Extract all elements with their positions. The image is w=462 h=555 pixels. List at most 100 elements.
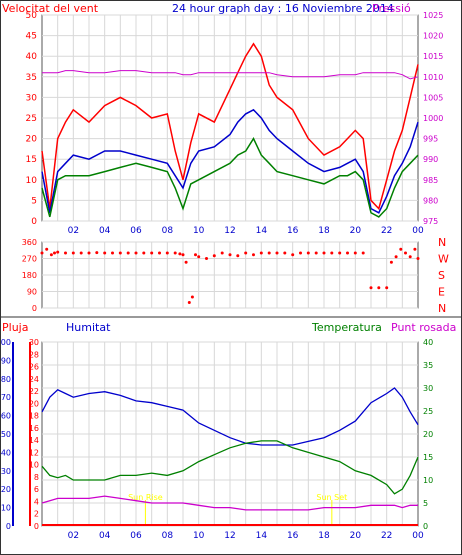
direction-point [404,251,407,255]
rain-tick-label: 8 [34,473,39,482]
direction-point [413,247,417,251]
temperature-tick-label: 5 [423,499,428,508]
direction-point [71,251,75,255]
wind-x-tick-label: 10 [193,226,205,236]
wind-x-tick-label: 04 [99,226,111,236]
direction-point [95,251,99,255]
direction-point [190,295,194,299]
humidity-tick-label: 100 [0,338,11,347]
direction-point [399,247,403,251]
rain-tick-label: 20 [29,399,39,408]
pressure-tick-label: 1025 [423,11,443,20]
direction-point [361,251,365,255]
wind-plot-grid [42,14,418,222]
rain-tick-label: 12 [29,448,39,457]
pressure-tick-label: 995 [423,135,438,144]
direction-point [346,251,349,255]
rain-tick-label: 28 [29,350,39,359]
rain-tick-label: 6 [34,485,39,494]
hum-x-tick-label: 08 [162,531,174,541]
compass-label: W [438,253,449,266]
rain-tick-label: 16 [29,424,39,433]
rain-tick-label: 4 [34,497,39,506]
direction-point [184,260,188,264]
direction-point [291,253,295,257]
wind-x-ticks: 02 04 06 08 10 12 14 16 18 20 22 00 [68,226,424,236]
direction-tick-label: 180 [22,271,37,280]
sun-marker-label: Sun Rise [128,493,163,502]
rain-tick-label: 24 [29,375,39,384]
compass-label: N [438,302,446,315]
direction-point [64,251,67,255]
rain-tick-label: 14 [29,436,39,445]
direction-point [330,251,334,255]
direction-point [236,254,240,258]
wind-x-tick-label: 22 [381,226,392,236]
wind-plot-series [41,42,419,218]
direction-point [150,251,154,255]
humidity-tick-label: 50 [1,430,11,439]
direction-point [197,255,201,259]
pressure-tick-label: 1015 [423,52,443,61]
dewpoint-label: Punt rosada [391,321,456,334]
wind-tick-label: 30 [26,93,38,103]
direction-tick-label: 270 [22,255,37,264]
sun-annotations: Sun Rise Sun Set [128,493,347,526]
direction-point [40,251,44,255]
humidity-tick-label: 20 [1,485,11,494]
wind-tick-label: 40 [26,52,38,62]
temperature-label: Temperatura [311,321,382,334]
temperature-line [41,440,419,495]
direction-point [369,286,373,290]
compass-label: E [438,286,445,299]
humidity-tick-label: 10 [1,504,11,513]
wind-axis-ticks: 0 5 10 15 20 25 30 35 40 45 50 [26,11,38,227]
direction-point [49,253,53,257]
humidity-tick-label: 0 [6,522,11,531]
wind-speed-line [41,137,419,218]
direction-point [220,251,224,255]
hum-x-tick-label: 04 [99,531,111,541]
direction-point [134,251,138,255]
hum-x-tick-label: 20 [350,531,362,541]
wind-gust-line [41,42,419,211]
direction-point [377,286,381,290]
rain-tick-label: 30 [29,338,39,347]
hum-x-tick-label: 16 [287,531,299,541]
direction-point [56,250,60,254]
wind-x-tick-label: 00 [412,226,424,236]
direction-point [314,251,318,255]
rain-tick-label: 10 [29,461,39,470]
wind-speed-label: Velocitat del vent [2,2,99,15]
pressure-tick-label: 1020 [423,32,443,41]
direction-point [142,251,146,255]
humidity-plot-grid [42,341,418,527]
direction-plot-points [40,247,420,304]
direction-point [194,253,197,257]
pressure-tick-label: 990 [423,155,438,164]
temperature-tick-label: 0 [423,522,428,531]
temperature-tick-label: 10 [423,476,433,485]
humidity-tick-label: 80 [1,375,11,384]
direction-point [103,251,107,255]
temperature-tick-label: 30 [423,384,433,393]
hum-x-tick-label: 00 [412,531,424,541]
direction-point [118,251,122,255]
direction-point [205,257,208,260]
wind-x-tick-label: 20 [350,226,362,236]
direction-point [45,247,49,251]
direction-plot-grid [42,241,418,309]
direction-point [187,301,191,304]
wind-tick-label: 20 [26,135,38,145]
pressure-axis-ticks: 975 980 985 990 995 1000 1005 1010 1015 1020 1025 [423,11,443,226]
direction-point [338,251,342,255]
rain-tick-label: 0 [34,522,39,531]
pressure-line [42,70,419,80]
temperature-tick-label: 40 [423,338,433,347]
wind-tick-label: 0 [31,217,37,227]
wind-tick-label: 15 [26,155,37,165]
direction-point [173,251,177,255]
